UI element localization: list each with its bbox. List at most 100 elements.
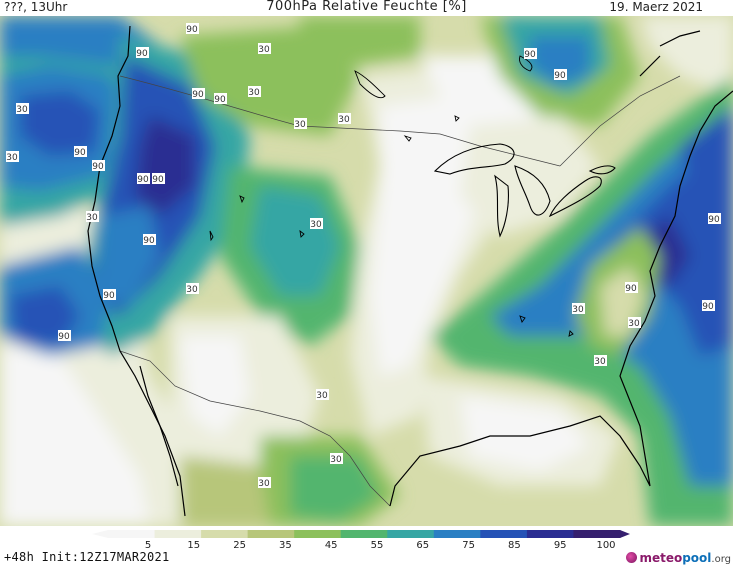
- legend-swatch: [526, 530, 574, 538]
- contour-label-bg: [74, 146, 87, 157]
- contour-label-bg: [330, 453, 343, 464]
- contour-label-bg: [186, 23, 199, 34]
- contour-label: 30: [294, 120, 306, 130]
- valid-date: 19. Maerz 2021: [609, 0, 703, 14]
- legend-swatch: [480, 530, 528, 538]
- contour-label: 90: [192, 90, 204, 100]
- contour-label-bg: [152, 173, 165, 184]
- color-legend: [92, 530, 630, 538]
- contour-label: 90: [554, 71, 566, 81]
- legend-tick-label: 75: [462, 540, 475, 551]
- contour-label-bg: [58, 330, 71, 341]
- contour-label: 90: [152, 175, 164, 185]
- contour-label: 90: [186, 25, 198, 35]
- contour-label: 90: [103, 291, 115, 301]
- legend-tick-label: 65: [416, 540, 430, 551]
- contour-label: 30: [258, 479, 270, 489]
- contour-label-bg: [594, 355, 607, 366]
- contour-label-bg: [92, 160, 105, 171]
- legend-arrow-left: [92, 530, 108, 538]
- contour-label-bg: [554, 69, 567, 80]
- contour-label: 30: [338, 115, 350, 125]
- contour-label-bg: [248, 86, 261, 97]
- contour-label-bg: [186, 283, 199, 294]
- contour-label: 90: [58, 332, 70, 342]
- contour-label-bg: [214, 93, 227, 104]
- contour-label-bg: [258, 43, 271, 54]
- contour-label: 90: [625, 284, 637, 294]
- contour-label-bg: [316, 389, 329, 400]
- legend-tick-label: 85: [508, 540, 521, 551]
- brand-part-3: .org: [711, 554, 731, 565]
- legend-bar: [92, 530, 630, 538]
- legend-tick-label: 15: [187, 540, 201, 551]
- contour-label: 30: [248, 88, 260, 98]
- brand-part-2: pool: [682, 551, 712, 565]
- header-forecast-time: ???, 13Uhr: [4, 0, 68, 14]
- contour-label-bg: [702, 300, 715, 311]
- legend-swatch: [573, 530, 621, 538]
- contour-label: 30: [572, 305, 584, 315]
- legend-swatch: [387, 530, 435, 538]
- contour-label: 90: [702, 302, 714, 312]
- contour-label: 90: [136, 49, 148, 59]
- contour-label-bg: [137, 173, 150, 184]
- contour-label: 90: [143, 236, 155, 246]
- legend-tick-label: 55: [370, 540, 384, 551]
- contour-label: 30: [258, 45, 270, 55]
- legend-swatch: [108, 530, 156, 538]
- contour-label-bg: [628, 317, 641, 328]
- legend-tick-label: 25: [233, 540, 246, 551]
- brand-part-1: meteo: [639, 551, 683, 565]
- legend-swatch: [154, 530, 202, 538]
- contour-label: 30: [316, 391, 328, 401]
- contour-label: 30: [594, 357, 606, 367]
- coastlines: [87, 25, 733, 517]
- legend-tick-label: 95: [553, 540, 567, 551]
- legend-swatch: [340, 530, 388, 538]
- contour-label: 90: [214, 95, 226, 105]
- model-run-info: +48h Init:12Z17MAR2021: [4, 550, 170, 564]
- contour-label: 30: [86, 213, 98, 223]
- contour-label: 30: [186, 285, 198, 295]
- legend-arrow-right: [620, 530, 630, 538]
- contour-label-bg: [625, 282, 638, 293]
- legend-swatch: [247, 530, 295, 538]
- legend-swatch: [294, 530, 342, 538]
- contour-label: 90: [74, 148, 86, 158]
- great-lakes: [433, 143, 616, 238]
- contour-label-bg: [103, 289, 116, 300]
- contour-label-bg: [708, 213, 721, 224]
- contour-label: 90: [524, 50, 536, 60]
- contour-label-bg: [86, 211, 99, 222]
- contour-label-bg: [310, 218, 323, 229]
- small-lakes: [209, 55, 574, 337]
- legend-swatch: [201, 530, 249, 538]
- contour-label: 30: [310, 220, 322, 230]
- contour-label: 30: [330, 455, 342, 465]
- legend-tick-label: 5: [144, 540, 152, 551]
- contour-label: 90: [92, 162, 104, 172]
- legend-swatch: [433, 530, 481, 538]
- contour-label-bg: [294, 118, 307, 129]
- contour-label-bg: [258, 477, 271, 488]
- brand-logo-icon: [626, 552, 638, 563]
- contour-label-bg: [338, 113, 351, 124]
- legend-tick-label: 100: [596, 540, 616, 551]
- legend-tick-label: 35: [279, 540, 292, 551]
- contour-label-bg: [192, 88, 205, 99]
- chart-title: 700hPa Relative Feuchte [%]: [266, 0, 467, 14]
- contour-label: 30: [16, 105, 28, 115]
- contour-label-bg: [572, 303, 585, 314]
- brand-logo[interactable]: meteopool.org: [626, 551, 731, 565]
- contour-label: 30: [628, 319, 640, 329]
- contour-label-bg: [524, 48, 537, 59]
- contour-label: 30: [6, 153, 18, 163]
- contour-label-bg: [143, 234, 156, 245]
- contour-label-bg: [16, 103, 29, 114]
- contour-label-bg: [6, 151, 19, 162]
- contour-label: 90: [708, 215, 720, 225]
